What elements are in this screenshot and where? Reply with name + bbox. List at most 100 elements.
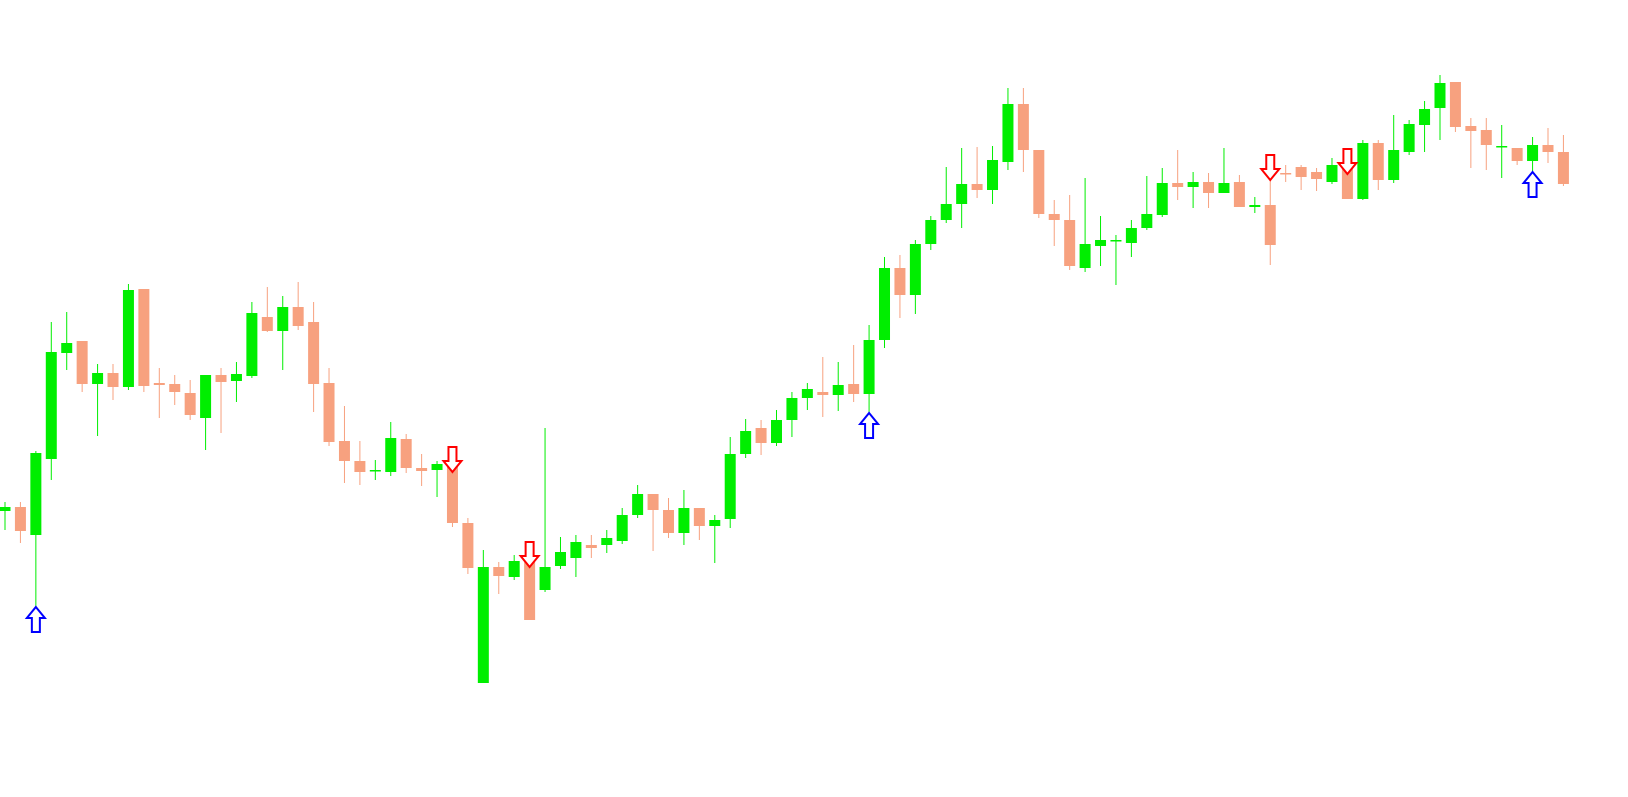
candle-body	[848, 384, 860, 394]
candle-body	[909, 244, 921, 295]
candle-body	[323, 383, 335, 442]
candle-body	[554, 552, 566, 566]
candle-body	[215, 375, 227, 382]
candle-body	[246, 313, 258, 376]
candle-body	[1388, 150, 1400, 180]
candle-body	[925, 220, 937, 244]
candle-body	[169, 384, 181, 392]
candle-body	[693, 508, 705, 526]
candle-body	[1017, 104, 1029, 150]
candle-body	[632, 494, 644, 515]
candle-body	[92, 373, 104, 384]
candle-body	[400, 439, 412, 468]
candle-body	[755, 428, 767, 443]
candle-body	[1403, 124, 1415, 152]
candle-body	[956, 184, 968, 204]
candle-body	[539, 567, 551, 590]
candle-body	[1033, 150, 1045, 214]
candle-body	[1357, 143, 1369, 199]
candle-body	[1249, 205, 1261, 207]
candle-body	[1172, 183, 1184, 187]
candle-body	[1449, 82, 1461, 127]
candle-body	[30, 453, 42, 535]
candle-body	[786, 398, 798, 420]
candle-body	[662, 510, 674, 533]
candle-body	[261, 317, 273, 331]
candle-body	[894, 268, 906, 295]
candle-body	[338, 441, 350, 461]
candle-body	[477, 567, 489, 683]
candle-body	[107, 373, 119, 387]
candle-body	[385, 438, 397, 472]
candle-body	[354, 461, 366, 472]
candle-body	[45, 352, 57, 459]
candle-body	[431, 464, 443, 470]
candle-body	[524, 562, 536, 620]
candle-body	[601, 538, 613, 545]
candle-body	[1156, 183, 1168, 215]
candle-body	[493, 567, 505, 576]
candle-body	[1048, 214, 1060, 220]
candle-body	[771, 420, 782, 443]
sell-arrow	[1336, 148, 1359, 176]
candle-body	[508, 561, 520, 577]
buy-arrow	[857, 411, 881, 439]
sell-arrow	[1259, 154, 1282, 182]
candle-body	[1311, 172, 1323, 179]
candle-body	[832, 385, 844, 395]
candle-body	[1496, 146, 1508, 148]
candle-body	[678, 508, 690, 533]
candle-body	[1141, 214, 1153, 228]
candle-body	[369, 470, 381, 472]
sell-arrow	[441, 446, 464, 474]
candle-body	[709, 520, 721, 526]
candle-body	[940, 204, 952, 220]
candle-body	[1203, 182, 1215, 193]
candle-body	[971, 184, 983, 190]
candle-body	[647, 494, 659, 510]
candle-body	[1079, 244, 1091, 268]
candle-body	[1233, 182, 1245, 207]
candle-body	[308, 322, 320, 384]
candle-body	[616, 515, 628, 541]
candle-body	[76, 341, 88, 384]
candle-body	[879, 268, 891, 340]
candle-body	[987, 160, 999, 190]
candle-body	[570, 542, 582, 558]
candle-body	[61, 343, 73, 353]
candle-body	[1557, 152, 1569, 184]
candle-body	[1280, 173, 1292, 175]
candle-body	[138, 289, 150, 386]
candle-body	[1095, 240, 1107, 246]
candle-body	[817, 392, 829, 395]
candle-body	[724, 454, 736, 519]
candle-body	[1434, 83, 1446, 108]
candle-body	[14, 507, 26, 531]
buy-arrow	[24, 605, 47, 633]
candle-body	[801, 389, 813, 398]
candle-body	[1125, 228, 1137, 243]
candle-body	[1110, 240, 1122, 242]
candle-body	[1064, 220, 1076, 266]
candle-body	[1465, 126, 1477, 131]
candle-body	[416, 468, 428, 471]
candle-body	[1218, 183, 1230, 193]
candle-body	[585, 545, 597, 548]
candle-body	[1264, 205, 1276, 245]
candle-body	[1419, 109, 1431, 125]
candle-body	[1480, 130, 1492, 145]
candle-body	[153, 383, 165, 385]
candle-body	[1295, 167, 1307, 177]
candle-body	[1341, 165, 1353, 199]
candle-body	[0, 507, 11, 511]
candle-body	[1542, 145, 1554, 152]
candle-body	[462, 523, 474, 568]
candle-body	[184, 393, 196, 415]
candle-body	[200, 375, 212, 418]
candle-body	[446, 464, 458, 523]
candle-body	[1187, 182, 1199, 187]
candle-body	[1326, 165, 1338, 182]
candle-body	[230, 374, 242, 381]
